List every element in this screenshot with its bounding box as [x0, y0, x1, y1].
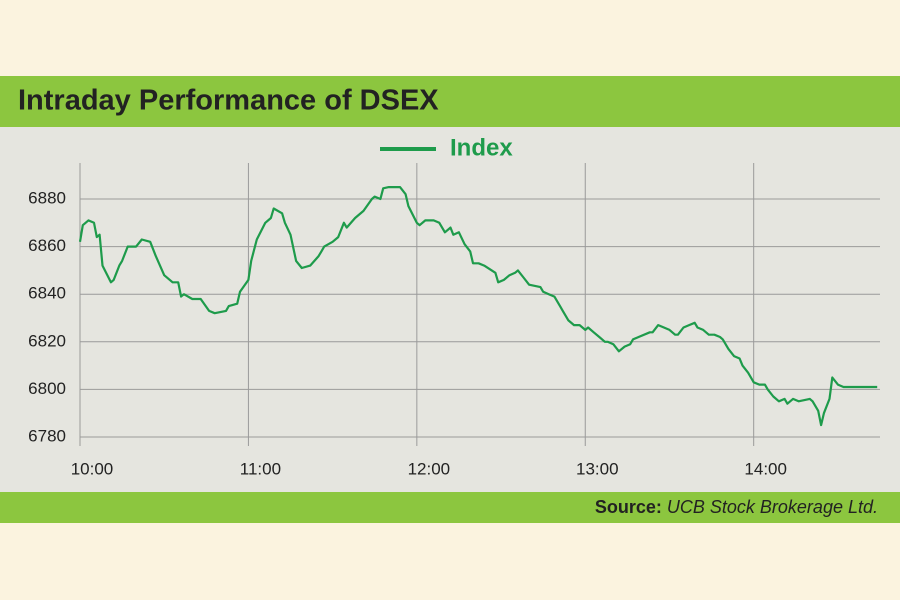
y-tick-label: 6820	[28, 331, 66, 350]
y-tick-label: 6800	[28, 379, 66, 398]
source-label: Source:	[595, 497, 662, 517]
x-tick-label: 13:00	[576, 459, 619, 478]
chart-title: Intraday Performance of DSEX	[18, 85, 439, 117]
x-tick-label: 14:00	[744, 459, 787, 478]
y-tick-label: 6880	[28, 188, 66, 207]
x-tick-label: 11:00	[240, 459, 281, 478]
y-tick-label: 6780	[28, 426, 66, 445]
title-band	[0, 76, 900, 127]
plot-area	[0, 127, 900, 492]
source-band	[0, 492, 900, 523]
x-tick-label: 10:00	[71, 459, 114, 478]
x-tick-label: 12:00	[408, 459, 451, 478]
source-text: UCB Stock Brokerage Ltd.	[667, 497, 878, 517]
legend-label: Index	[450, 134, 513, 161]
source: Source: UCB Stock Brokerage Ltd.	[595, 497, 878, 517]
data-line	[78, 186, 878, 427]
y-tick-label: 6840	[28, 284, 66, 303]
y-tick-label: 6860	[28, 236, 66, 255]
